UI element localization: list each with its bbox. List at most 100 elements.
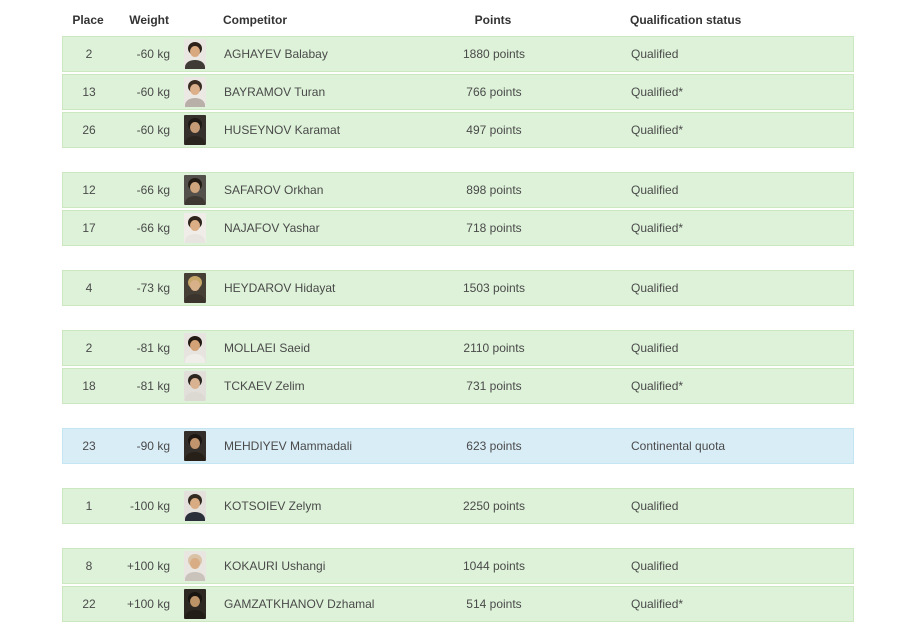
photo-torso [185, 136, 205, 145]
competitor-photo [184, 589, 206, 619]
photo-cell [170, 175, 222, 205]
competitor-name: NAJAFOV Yashar [224, 221, 320, 235]
status-cell: Qualified* [631, 597, 684, 611]
table-row[interactable]: 13 -60 kg BAYRAMOV Turan 766 points Qualifie… [62, 74, 854, 110]
competitor-photo [184, 77, 206, 107]
competitor-name: SAFAROV Orkhan [224, 183, 324, 197]
table-row[interactable]: 12 -66 kg SAFAROV Orkhan 898 points Qualifie… [62, 172, 854, 208]
status-cell: Qualified* [631, 221, 684, 235]
weight-class-section: 2 -81 kg MOLLAEI Saeid 2110 points Qualified… [62, 330, 854, 404]
competitor-photo [184, 551, 206, 581]
competitor-photo [184, 371, 206, 401]
status-cell: Qualified* [631, 85, 684, 99]
table-row[interactable]: 2 -81 kg MOLLAEI Saeid 2110 points Qualified [62, 330, 854, 366]
photo-face [190, 558, 200, 569]
status-cell: Qualified [631, 281, 679, 295]
qualification-table: Place Weight Competitor Points Qualifica… [62, 8, 854, 622]
status-cell: Continental quota [631, 439, 726, 453]
competitor-name: KOTSOIEV Zelym [224, 499, 322, 513]
competitor-photo [184, 491, 206, 521]
weight-cell: -60 kg [136, 85, 170, 99]
place-cell: 1 [85, 499, 93, 513]
points-cell: 1880 points [462, 47, 526, 61]
weight-class-section: 8 +100 kg KOKAURI Ushangi 1044 points Qualif… [62, 548, 854, 622]
photo-torso [185, 572, 205, 581]
status-cell: Qualified* [631, 123, 684, 137]
photo-cell [170, 551, 222, 581]
table-body: 2 -60 kg AGHAYEV Balabay 1880 points Qualifi… [62, 36, 854, 622]
points-cell: 1044 points [462, 559, 526, 573]
table-row[interactable]: 22 +100 kg GAMZATKHANOV Dzhamal 514 points Q… [62, 586, 854, 622]
competitor-name: BAYRAMOV Turan [224, 85, 326, 99]
table-row[interactable]: 26 -60 kg HUSEYNOV Karamat 497 points Qualif… [62, 112, 854, 148]
points-cell: 2250 points [462, 499, 526, 513]
weight-class-section: 23 -90 kg MEHDIYEV Mammadali 623 points Cont… [62, 428, 854, 464]
header-weight: Weight [129, 13, 169, 27]
table-row[interactable]: 8 +100 kg KOKAURI Ushangi 1044 points Qualif… [62, 548, 854, 584]
status-cell: Qualified [631, 559, 679, 573]
weight-cell: -73 kg [136, 281, 170, 295]
status-cell: Qualified [631, 341, 679, 355]
place-cell: 13 [82, 85, 96, 99]
place-cell: 12 [82, 183, 96, 197]
competitor-name: HUSEYNOV Karamat [224, 123, 341, 137]
place-cell: 4 [85, 281, 93, 295]
photo-torso [185, 98, 205, 107]
table-row[interactable]: 23 -90 kg MEHDIYEV Mammadali 623 points Cont… [62, 428, 854, 464]
competitor-name: MEHDIYEV Mammadali [224, 439, 353, 453]
photo-cell [170, 77, 222, 107]
points-cell: 497 points [466, 123, 522, 137]
table-header-row: Place Weight Competitor Points Qualifica… [62, 8, 854, 32]
photo-cell [170, 273, 222, 303]
photo-face [190, 122, 200, 133]
header-competitor: Competitor [223, 13, 287, 27]
status-cell: Qualified [631, 499, 679, 513]
photo-torso [185, 610, 205, 619]
photo-torso [185, 196, 205, 205]
photo-face [190, 280, 200, 291]
weight-cell: -81 kg [136, 379, 170, 393]
competitor-photo [184, 431, 206, 461]
competitor-photo [184, 115, 206, 145]
weight-cell: -60 kg [136, 123, 170, 137]
weight-cell: +100 kg [126, 597, 170, 611]
competitor-photo [184, 39, 206, 69]
weight-cell: -66 kg [136, 183, 170, 197]
table-row[interactable]: 4 -73 kg HEYDAROV Hidayat 1503 points Qualif… [62, 270, 854, 306]
weight-cell: -100 kg [129, 499, 170, 513]
points-cell: 623 points [466, 439, 522, 453]
photo-torso [185, 354, 205, 363]
photo-face [190, 220, 200, 231]
weight-class-section: 1 -100 kg KOTSOIEV Zelym 2250 points Qualifi… [62, 488, 854, 524]
photo-cell [170, 213, 222, 243]
photo-face [190, 84, 200, 95]
table-row[interactable]: 2 -60 kg AGHAYEV Balabay 1880 points Qualifi… [62, 36, 854, 72]
competitor-name: AGHAYEV Balabay [224, 47, 328, 61]
photo-cell [170, 333, 222, 363]
place-cell: 2 [85, 47, 93, 61]
table-row[interactable]: 18 -81 kg TCKAEV Zelim 731 points Qualified* [62, 368, 854, 404]
photo-torso [185, 452, 205, 461]
table-row[interactable]: 1 -100 kg KOTSOIEV Zelym 2250 points Qualifi… [62, 488, 854, 524]
points-cell: 1503 points [462, 281, 526, 295]
points-cell: 2110 points [463, 341, 525, 355]
status-cell: Qualified [631, 47, 679, 61]
points-cell: 766 points [466, 85, 522, 99]
photo-cell [170, 39, 222, 69]
photo-cell [170, 589, 222, 619]
weight-cell: -66 kg [136, 221, 170, 235]
competitor-photo [184, 213, 206, 243]
table-row[interactable]: 17 -66 kg NAJAFOV Yashar 718 points Qualifie… [62, 210, 854, 246]
weight-cell: -90 kg [136, 439, 170, 453]
place-cell: 23 [82, 439, 96, 453]
photo-face [190, 438, 200, 449]
place-cell: 18 [82, 379, 96, 393]
header-points: Points [474, 13, 512, 27]
photo-cell [170, 371, 222, 401]
place-cell: 26 [82, 123, 96, 137]
place-cell: 2 [85, 341, 93, 355]
competitor-photo [184, 175, 206, 205]
points-cell: 731 points [466, 379, 522, 393]
competitor-photo [184, 273, 206, 303]
photo-torso [185, 392, 205, 401]
